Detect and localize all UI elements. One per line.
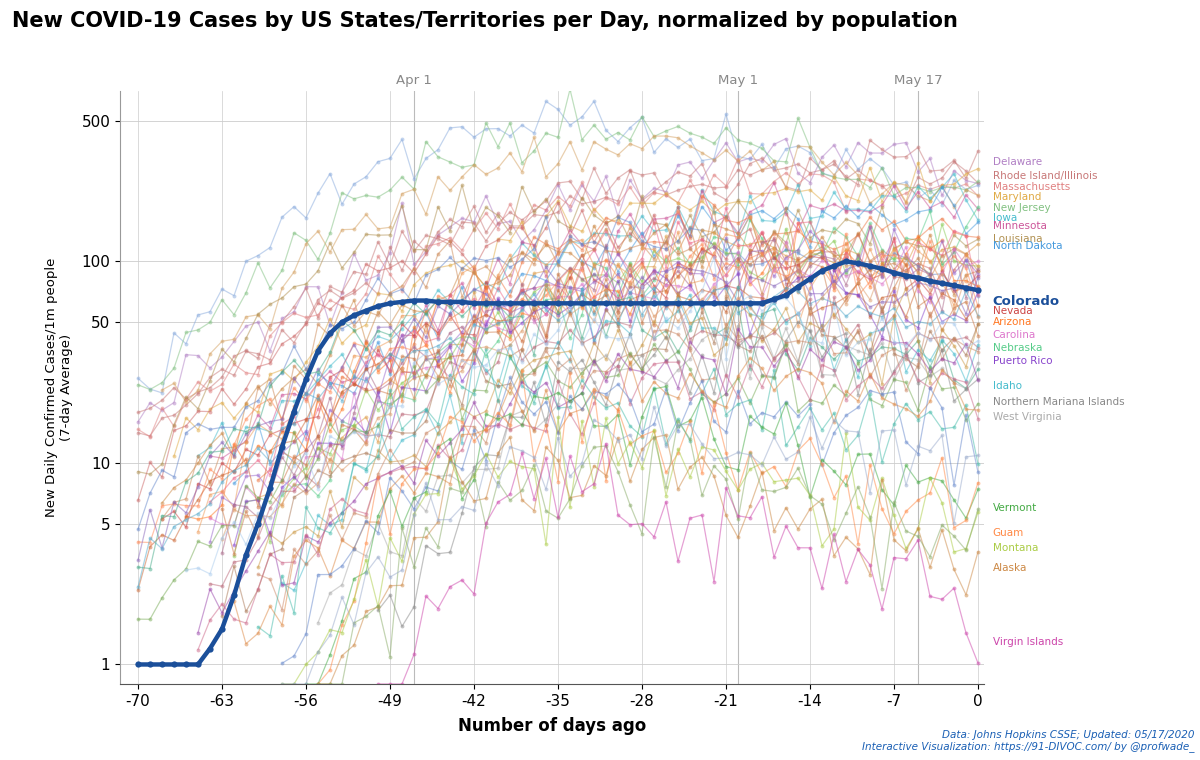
Text: Virgin Islands: Virgin Islands bbox=[992, 637, 1063, 647]
Text: Data: Johns Hopkins CSSE; Updated: 05/17/2020
Interactive Visualization: https:/: Data: Johns Hopkins CSSE; Updated: 05/17… bbox=[862, 730, 1194, 752]
Text: Nevada: Nevada bbox=[992, 306, 1032, 315]
Text: Puerto Rico: Puerto Rico bbox=[992, 356, 1052, 366]
Text: Arizona: Arizona bbox=[992, 317, 1032, 327]
Text: New Jersey: New Jersey bbox=[992, 203, 1050, 213]
Text: Maryland: Maryland bbox=[992, 192, 1042, 201]
X-axis label: Number of days ago: Number of days ago bbox=[458, 717, 646, 735]
Text: Iowa: Iowa bbox=[992, 213, 1016, 223]
Text: North Dakota: North Dakota bbox=[992, 240, 1062, 251]
Text: Nebraska: Nebraska bbox=[992, 344, 1042, 353]
Text: Colorado: Colorado bbox=[992, 296, 1060, 309]
Text: Northern Mariana Islands: Northern Mariana Islands bbox=[992, 397, 1124, 407]
Text: Carolina: Carolina bbox=[992, 331, 1036, 340]
Text: Vermont: Vermont bbox=[992, 502, 1037, 513]
Text: Minnesota: Minnesota bbox=[992, 221, 1046, 231]
Text: Guam: Guam bbox=[992, 528, 1024, 538]
Text: West Virginia: West Virginia bbox=[992, 412, 1061, 422]
Text: Rhode Island/Illinois: Rhode Island/Illinois bbox=[992, 171, 1097, 181]
Text: Idaho: Idaho bbox=[992, 382, 1021, 391]
Y-axis label: New Daily Confirmed Cases/1m people
(7-day Average): New Daily Confirmed Cases/1m people (7-d… bbox=[46, 258, 73, 518]
Text: May 17: May 17 bbox=[894, 74, 942, 87]
Text: Apr 1: Apr 1 bbox=[396, 74, 432, 87]
Text: May 1: May 1 bbox=[718, 74, 758, 87]
Text: Montana: Montana bbox=[992, 543, 1038, 553]
Text: Louisiana: Louisiana bbox=[992, 233, 1042, 243]
Text: Massachusetts: Massachusetts bbox=[992, 182, 1070, 192]
Text: New COVID-19 Cases by US States/Territories per Day, normalized by population: New COVID-19 Cases by US States/Territor… bbox=[12, 11, 958, 31]
Text: Alaska: Alaska bbox=[992, 563, 1027, 573]
Text: Delaware: Delaware bbox=[992, 157, 1042, 167]
